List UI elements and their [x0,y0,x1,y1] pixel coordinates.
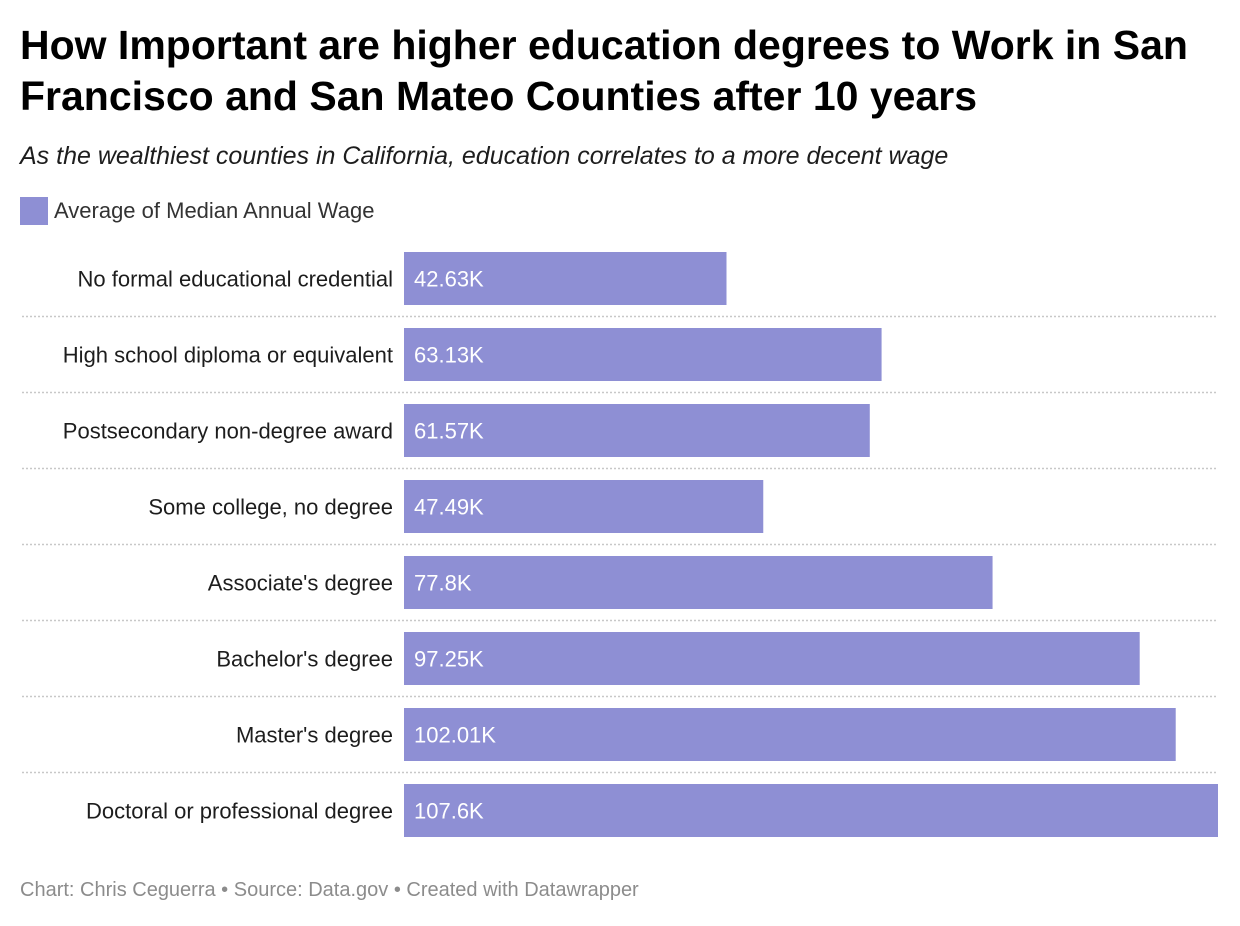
legend: Average of Median Annual Wage [20,196,374,226]
category-label: Postsecondary non-degree award [63,419,393,444]
bar [404,480,764,533]
legend-swatch [20,197,48,225]
chart-title: How Important are higher education degre… [20,22,1188,119]
category-label: High school diploma or equivalent [63,343,393,368]
value-label: 77.8K [414,571,472,596]
value-label: 47.49K [414,495,484,520]
legend-label: Average of Median Annual Wage [54,198,375,223]
value-label: 42.63K [414,267,484,292]
category-label: Bachelor's degree [216,647,393,672]
bar [404,784,1218,837]
bar [404,404,870,457]
category-label: No formal educational credential [77,267,393,292]
bar [404,708,1176,761]
bar [404,556,993,609]
value-label: 102.01K [414,723,496,748]
category-label: Doctoral or professional degree [86,799,393,824]
value-label: 97.25K [414,647,484,672]
value-label: 63.13K [414,343,484,368]
category-label: Master's degree [236,723,393,748]
bar-chart: No formal educational credential 42.63K Hi… [22,252,1218,837]
value-label: 61.57K [414,419,484,444]
bar [404,328,882,381]
bar [404,252,727,305]
chart-footer: Chart: Chris Ceguerra • Source: Data.gov… [20,879,639,901]
bar [404,632,1140,685]
category-label: Some college, no degree [148,495,393,520]
chart-subtitle: As the wealthiest counties in California… [20,142,949,170]
category-label: Associate's degree [208,571,393,596]
value-label: 107.6K [414,799,484,824]
